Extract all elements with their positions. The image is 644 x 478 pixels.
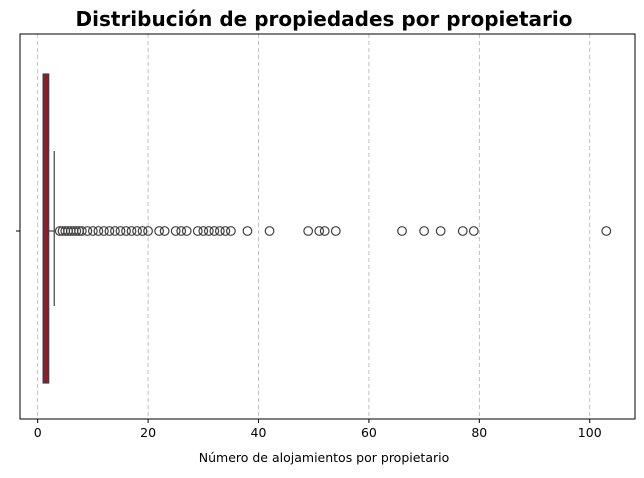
outlier-point (110, 226, 120, 236)
outlier-point (397, 226, 407, 236)
x-tick-label: 60 (361, 425, 377, 440)
outlier-point (87, 226, 98, 236)
outlier-point (209, 226, 220, 236)
outlier-point (159, 226, 170, 236)
outlier-point (468, 226, 479, 236)
outlier-point (220, 226, 231, 236)
outlier-point (457, 226, 468, 236)
x-axis-ticks: 0 20 40 60 80 100 (34, 419, 602, 440)
outliers-group (54, 226, 612, 236)
outlier-point (419, 226, 430, 236)
outlier-point (115, 226, 126, 236)
outlier-point (82, 226, 93, 236)
outlier-point (93, 226, 104, 236)
outlier-point (99, 226, 109, 236)
outlier-point (264, 226, 275, 236)
outlier-point (71, 226, 82, 236)
outlier-point (137, 226, 148, 236)
outlier-point (314, 226, 325, 236)
outlier-point (181, 226, 192, 236)
x-axis-label: Número de alojamientos por propietario (199, 450, 450, 465)
outlier-point (319, 226, 330, 236)
outlier-point (170, 226, 181, 236)
outlier-point (192, 226, 203, 236)
outlier-point (76, 226, 87, 236)
x-tick-label: 0 (34, 425, 42, 440)
plot-frame (19, 33, 636, 420)
outlier-point (104, 226, 115, 236)
outlier-point (203, 226, 214, 236)
outlier-point (303, 226, 314, 236)
x-tick-label: 20 (140, 425, 156, 440)
outlier-point (330, 226, 341, 236)
outlier-point (198, 226, 209, 236)
x-tick-label: 40 (251, 425, 267, 440)
outlier-point (126, 226, 137, 236)
outlier-point (214, 226, 225, 236)
outlier-point (435, 226, 446, 236)
outlier-point (176, 226, 187, 236)
outlier-point (143, 226, 153, 236)
box-group (42, 73, 55, 384)
x-tick-label: 100 (578, 425, 602, 440)
outlier-point (242, 226, 253, 236)
outlier-point (225, 226, 236, 236)
iqr-box (42, 73, 50, 384)
x-tick-label: 80 (471, 425, 487, 440)
outlier-point (154, 226, 165, 236)
outlier-point (132, 226, 142, 236)
outlier-point (601, 226, 612, 236)
chart-title: Distribución de propiedades por propieta… (76, 7, 573, 31)
outlier-point (121, 226, 131, 236)
